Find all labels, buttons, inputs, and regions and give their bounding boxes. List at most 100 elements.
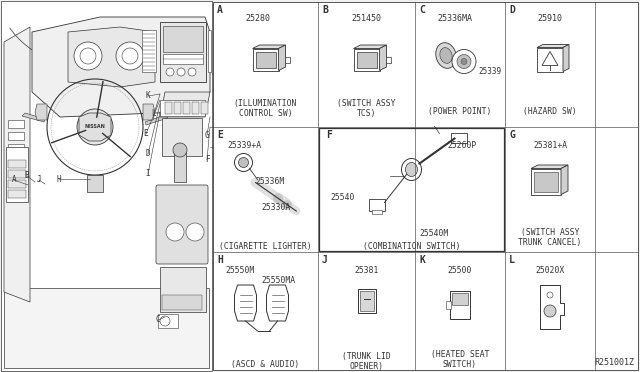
Bar: [163, 26, 203, 52]
Polygon shape: [266, 285, 289, 321]
Bar: [8, 190, 26, 198]
Circle shape: [166, 223, 184, 241]
Polygon shape: [145, 115, 168, 125]
Bar: [6, 147, 28, 202]
FancyBboxPatch shape: [353, 48, 380, 71]
Circle shape: [173, 143, 187, 157]
Polygon shape: [35, 104, 47, 120]
Text: 25336MA: 25336MA: [438, 14, 472, 23]
Polygon shape: [79, 113, 111, 141]
FancyBboxPatch shape: [531, 169, 561, 195]
Polygon shape: [143, 104, 155, 120]
Polygon shape: [380, 45, 387, 71]
Text: (TRUNK LID
OPENER): (TRUNK LID OPENER): [342, 352, 391, 371]
Bar: [452, 293, 468, 305]
Polygon shape: [540, 285, 564, 329]
Circle shape: [186, 223, 204, 241]
Bar: [451, 132, 467, 142]
Bar: [356, 51, 376, 67]
Text: G: G: [509, 130, 515, 140]
Polygon shape: [537, 45, 569, 48]
Text: L: L: [152, 109, 156, 119]
Text: 25550M: 25550M: [225, 266, 254, 275]
Bar: [160, 267, 206, 312]
Polygon shape: [561, 165, 568, 195]
Text: 25339+A: 25339+A: [227, 141, 261, 150]
Polygon shape: [68, 27, 155, 87]
Bar: [201, 102, 208, 114]
Text: (ILLUMINATION
CONTROL SW): (ILLUMINATION CONTROL SW): [234, 99, 297, 118]
FancyBboxPatch shape: [537, 48, 563, 71]
Polygon shape: [563, 45, 569, 71]
Bar: [208, 30, 211, 72]
Bar: [174, 152, 186, 182]
Text: 25020X: 25020X: [536, 266, 564, 275]
Text: 25339: 25339: [478, 67, 501, 76]
Text: J: J: [322, 255, 328, 265]
Text: 25910: 25910: [538, 14, 563, 23]
Text: G: G: [205, 131, 209, 140]
Text: 251450: 251450: [351, 14, 381, 23]
Polygon shape: [542, 51, 558, 65]
Text: F: F: [205, 155, 209, 164]
Polygon shape: [22, 113, 45, 122]
Text: (HAZARD SW): (HAZARD SW): [523, 107, 577, 116]
Bar: [285, 57, 289, 62]
Bar: [385, 57, 390, 62]
Bar: [8, 132, 24, 140]
Polygon shape: [278, 45, 285, 71]
Bar: [534, 171, 558, 192]
Circle shape: [544, 305, 556, 317]
Text: 25381+A: 25381+A: [533, 141, 567, 150]
FancyBboxPatch shape: [253, 48, 278, 71]
Text: L: L: [509, 255, 515, 265]
Text: D: D: [509, 5, 515, 15]
Circle shape: [234, 154, 253, 171]
Circle shape: [74, 42, 102, 70]
Bar: [319, 128, 504, 251]
Bar: [450, 291, 470, 319]
Text: (ASCD & AUDIO): (ASCD & AUDIO): [232, 360, 300, 369]
Circle shape: [239, 157, 248, 167]
Text: 25280: 25280: [245, 14, 270, 23]
Text: C: C: [419, 5, 425, 15]
Bar: [4, 288, 209, 368]
Text: E: E: [144, 129, 148, 138]
Bar: [360, 291, 374, 311]
Ellipse shape: [406, 163, 417, 176]
Circle shape: [177, 68, 185, 76]
Bar: [163, 54, 203, 64]
Polygon shape: [4, 27, 30, 302]
Bar: [142, 30, 156, 72]
Bar: [183, 102, 190, 114]
Circle shape: [77, 109, 113, 145]
Circle shape: [452, 49, 476, 74]
Polygon shape: [160, 92, 210, 117]
Text: 25336M: 25336M: [255, 177, 285, 186]
Polygon shape: [353, 45, 387, 48]
Text: 25540: 25540: [330, 193, 355, 202]
Text: B: B: [25, 171, 29, 180]
Bar: [369, 199, 385, 211]
Text: 25381: 25381: [355, 266, 379, 275]
Bar: [160, 22, 206, 82]
Bar: [162, 295, 202, 310]
Text: 25500: 25500: [448, 266, 472, 275]
Text: 25330A: 25330A: [262, 203, 291, 212]
Bar: [165, 102, 172, 114]
Bar: [1, 1, 212, 371]
Text: C: C: [156, 315, 160, 324]
Text: (SWITCH ASSY
TCS): (SWITCH ASSY TCS): [337, 99, 396, 118]
Polygon shape: [253, 45, 285, 48]
Polygon shape: [32, 17, 210, 117]
Ellipse shape: [436, 43, 456, 68]
Text: D: D: [146, 150, 150, 158]
Text: (COMBINATION SWITCH): (COMBINATION SWITCH): [363, 242, 460, 251]
Circle shape: [188, 68, 196, 76]
Circle shape: [547, 292, 553, 298]
Text: A: A: [12, 176, 16, 185]
Bar: [8, 144, 24, 152]
Circle shape: [461, 58, 467, 64]
Text: NISSAN: NISSAN: [84, 125, 106, 129]
Bar: [8, 180, 26, 188]
